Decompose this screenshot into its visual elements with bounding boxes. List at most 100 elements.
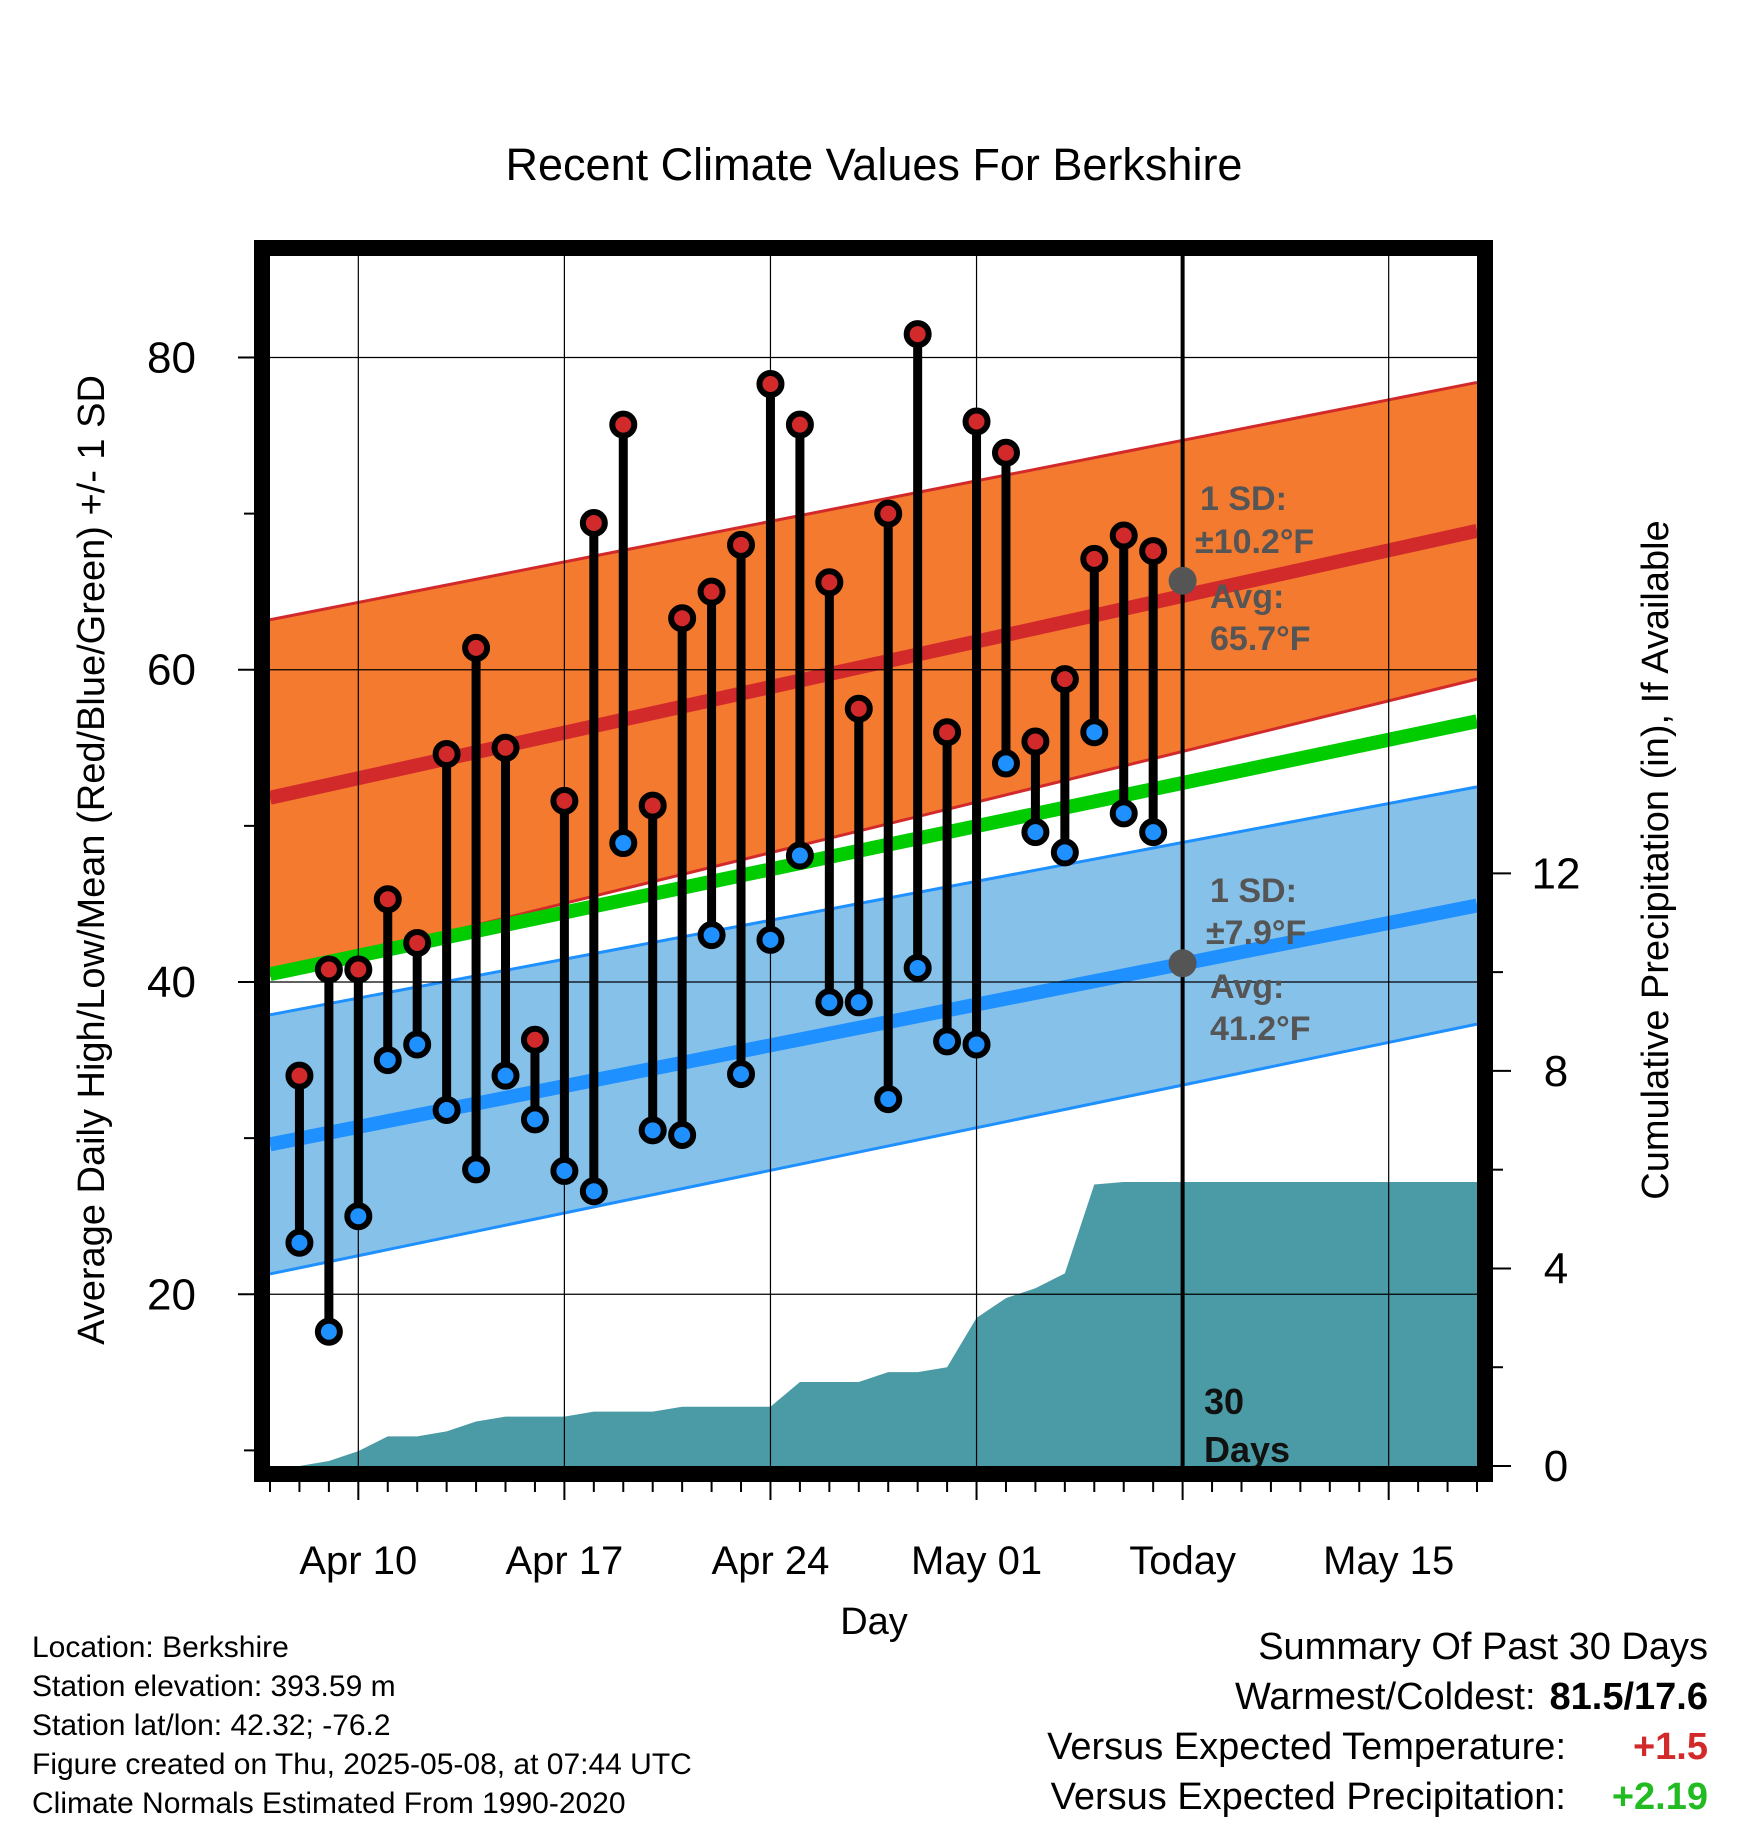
info-latlon: Station lat/lon: 42.32; -76.2 — [32, 1709, 391, 1742]
high-sd-band-upper-line — [269, 380, 1478, 622]
daily-high-point — [609, 410, 638, 439]
daily-high-point — [933, 718, 962, 747]
chart-title: Recent Climate Values For Berkshire — [506, 139, 1243, 190]
daily-low-point — [550, 1156, 579, 1185]
daily-low-point — [1021, 818, 1050, 847]
daily-high-point — [373, 885, 402, 914]
low-normal-line — [268, 898, 1479, 1152]
daily-low-point — [462, 1155, 491, 1184]
daily-high-point — [638, 791, 667, 820]
high-avg-value: 65.7°F — [1210, 620, 1311, 658]
daily-low-point — [1080, 718, 1109, 747]
days-label-word: Days — [1204, 1429, 1290, 1470]
daily-high-point — [727, 530, 756, 559]
daily-high-point — [962, 407, 991, 436]
daily-low-point — [373, 1046, 402, 1075]
daily-low-point — [491, 1061, 520, 1090]
daily-low-point — [344, 1202, 373, 1231]
mean-normal-line — [268, 714, 1479, 982]
y2-axis-tick-label: 8 — [1544, 1047, 1568, 1096]
x-axis-label: Day — [840, 1601, 908, 1643]
info-normals: Climate Normals Estimated From 1990-2020 — [32, 1787, 626, 1820]
daily-low-point — [1139, 818, 1168, 847]
daily-high-point — [1021, 727, 1050, 756]
low-sd-value: ±7.9°F — [1206, 914, 1306, 952]
daily-range-bars — [285, 320, 1168, 1346]
info-location: Location: Berkshire — [32, 1631, 289, 1664]
daily-high-point — [579, 508, 608, 537]
daily-high-point — [903, 320, 932, 349]
daily-low-point — [874, 1085, 903, 1114]
daily-high-point — [874, 499, 903, 528]
daily-high-point — [1050, 665, 1079, 694]
daily-high-point — [1139, 537, 1168, 566]
daily-low-point — [403, 1030, 432, 1059]
daily-high-point — [697, 577, 726, 606]
summary-precipitation: Versus Expected Precipitation: +2.19 — [1047, 1772, 1708, 1822]
warm-cold-label: Warmest/Coldest: — [1234, 1676, 1536, 1718]
y-axis-tick-label: 20 — [147, 1270, 196, 1319]
x-axis-tick-label: Apr 17 — [505, 1539, 623, 1583]
temp-departure-value: +1.5 — [1632, 1726, 1708, 1768]
daily-low-point — [962, 1030, 991, 1059]
daily-low-point — [815, 988, 844, 1017]
low-avg-value: 41.2°F — [1210, 1010, 1311, 1048]
daily-low-point — [844, 988, 873, 1017]
daily-high-point — [550, 786, 579, 815]
daily-low-point — [638, 1116, 667, 1145]
precip-departure-value: +2.19 — [1611, 1776, 1708, 1818]
daily-low-point — [285, 1228, 314, 1257]
daily-high-point — [314, 955, 343, 984]
daily-high-point — [403, 928, 432, 957]
daily-high-point — [491, 733, 520, 762]
daily-high-point — [991, 438, 1020, 467]
high-average-marker — [1168, 566, 1197, 595]
daily-low-point — [1109, 799, 1138, 828]
info-elevation: Station elevation: 393.59 m — [32, 1670, 396, 1703]
daily-high-point — [668, 604, 697, 633]
summary-heading: Summary Of Past 30 Days — [1258, 1626, 1708, 1668]
high-sd-value: ±10.2°F — [1195, 523, 1314, 561]
x-axis-tick-label: Apr 24 — [712, 1539, 830, 1583]
y2-axis-label: Cumulative Precipitation (in), If Availa… — [1635, 520, 1677, 1199]
x-axis-tick-label: May 15 — [1323, 1539, 1454, 1583]
y2-axis-tick-label: 4 — [1544, 1244, 1568, 1293]
summary-panel: Summary Of Past 30 Days Warmest/Coldest:… — [1047, 1622, 1708, 1822]
daily-high-point — [815, 568, 844, 597]
daily-low-point — [609, 829, 638, 858]
low-average-marker — [1168, 949, 1197, 978]
x-axis-tick-label: Today — [1129, 1539, 1236, 1583]
y-axis-tick-label: 60 — [147, 646, 196, 695]
low-avg-label: Avg: — [1210, 968, 1284, 1006]
daily-low-point — [520, 1105, 549, 1134]
station-info: Location: Berkshire Station elevation: 3… — [32, 1628, 692, 1823]
daily-high-point — [432, 740, 461, 769]
daily-high-point — [756, 370, 785, 399]
warm-cold-value: 81.5/17.6 — [1549, 1676, 1708, 1718]
daily-low-point — [432, 1096, 461, 1125]
temp-departure-label: Versus Expected Temperature: — [1047, 1726, 1566, 1768]
daily-low-point — [668, 1121, 697, 1150]
high-avg-label: Avg: — [1210, 578, 1284, 616]
high-sd-label: 1 SD: — [1200, 480, 1287, 518]
high-sd-band-fill — [270, 382, 1477, 976]
low-sd-band-lower-line — [269, 1022, 1478, 1276]
plot-frame — [254, 240, 1493, 1482]
daily-high-point — [785, 410, 814, 439]
daily-low-point — [314, 1317, 343, 1346]
low-sd-label: 1 SD: — [1210, 872, 1297, 910]
daily-low-point — [991, 749, 1020, 778]
summary-warm-cold: Warmest/Coldest: 81.5/17.6 — [1047, 1672, 1708, 1722]
y-axis-tick-label: 40 — [147, 958, 196, 1007]
y-axis-tick-label: 80 — [147, 333, 196, 382]
high-normal-line — [268, 523, 1479, 805]
daily-low-point — [727, 1060, 756, 1089]
daily-low-point — [785, 841, 814, 870]
summary-temperature: Versus Expected Temperature: +1.5 — [1047, 1722, 1708, 1772]
low-sd-band-upper-line — [269, 785, 1478, 1017]
info-created: Figure created on Thu, 2025-05-08, at 07… — [32, 1748, 692, 1781]
precip-departure-label: Versus Expected Precipitation: — [1050, 1776, 1566, 1818]
y2-axis-tick-label: 12 — [1532, 849, 1581, 898]
daily-low-point — [1050, 838, 1079, 867]
